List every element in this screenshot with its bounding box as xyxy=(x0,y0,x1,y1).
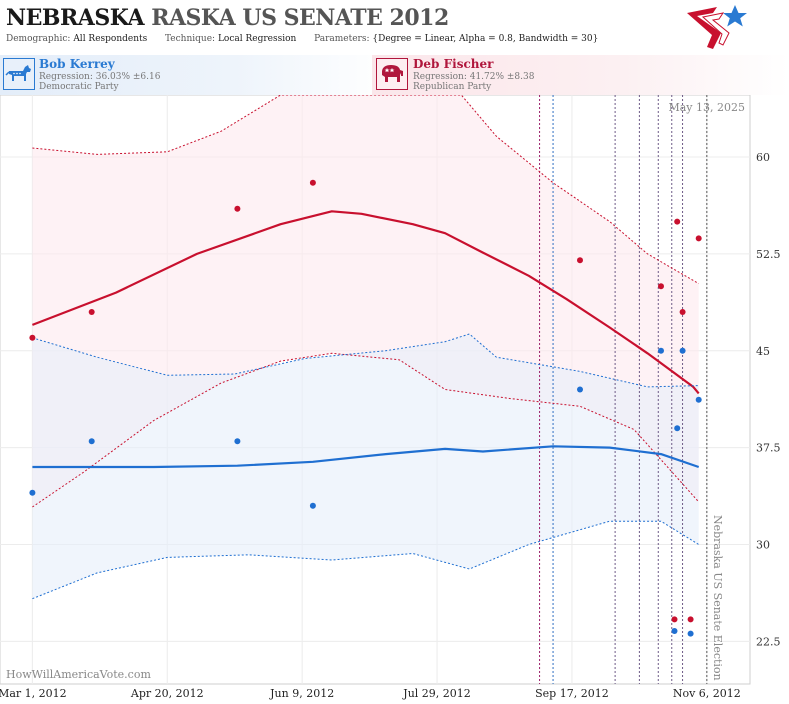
elephant-icon xyxy=(376,58,408,90)
x-tick-label: Nov 6, 2012 xyxy=(673,687,741,700)
technique-value: Local Regression xyxy=(217,34,297,44)
deb-fischer-poll-point xyxy=(695,235,702,242)
deb-fischer-poll-point xyxy=(88,309,95,315)
y-tick-label: 37.5 xyxy=(756,442,781,455)
x-tick-label: Jun 9, 2012 xyxy=(269,687,334,700)
deb-fischer-poll-point xyxy=(309,179,316,186)
bob-kerrey-poll-point xyxy=(309,502,316,509)
demographic-value: All Respondents xyxy=(73,34,148,44)
democrat-band xyxy=(0,55,390,95)
chart-header: NEBRASKA RASKA US SENATE 2012 Demographi… xyxy=(0,0,789,55)
democrat-regression: Regression: 36.03% ±6.16 xyxy=(39,72,161,82)
deb-fischer-poll-point xyxy=(674,218,681,225)
bob-kerrey-poll-point xyxy=(234,438,241,445)
chart-svg: Mar 1, 2012 Apr 20, 2012 Jun 9, 2012 Jul 29… xyxy=(0,95,781,700)
bob-kerrey-poll-point xyxy=(687,630,694,637)
deb-fischer-poll-point xyxy=(671,616,678,623)
site-logo xyxy=(687,5,747,49)
deb-fischer-poll-point xyxy=(679,309,686,315)
republican-party: Republican Party xyxy=(413,82,492,92)
donkey-icon xyxy=(3,58,35,90)
deb-fischer-poll-point xyxy=(234,205,241,212)
republican-regression: Regression: 41.72% ±8.38 xyxy=(413,72,535,82)
y-tick-label: 22.5 xyxy=(756,635,781,648)
deb-fischer-confidence-band xyxy=(32,95,699,507)
title-state: NEBRASKA xyxy=(6,5,145,31)
republican-band xyxy=(372,55,789,95)
y-tick-label: 52.5 xyxy=(756,248,781,261)
deb-fischer-poll-point xyxy=(29,334,36,341)
bob-kerrey-confidence-band xyxy=(32,334,699,599)
bob-kerrey-poll-point xyxy=(29,489,36,496)
y-tick-label: 30 xyxy=(756,539,770,552)
parameters-label: Parameters: xyxy=(314,34,370,44)
republican-name: Deb Fischer xyxy=(413,57,494,71)
deb-fischer-poll-point xyxy=(658,283,664,290)
bob-kerrey-poll-point xyxy=(695,396,702,403)
deb-fischer-poll-point xyxy=(577,257,583,264)
title-race: RASKA US SENATE 2012 xyxy=(151,5,449,31)
x-tick-label: Jul 29, 2012 xyxy=(402,687,471,700)
democrat-party: Democratic Party xyxy=(39,82,119,92)
candidate-bar: Bob Kerrey Regression: 36.03% ±6.16 Demo… xyxy=(0,55,789,95)
bob-kerrey-poll-point xyxy=(88,438,95,445)
deb-fischer-trend-line xyxy=(32,210,700,395)
bob-kerrey-poll-point xyxy=(658,347,664,354)
bob-kerrey-poll-point xyxy=(679,347,686,354)
technique-label: Technique: xyxy=(165,34,216,44)
bob-kerrey-poll-point xyxy=(674,425,681,432)
bob-kerrey-poll-point xyxy=(671,628,678,634)
bob-kerrey-trend-line xyxy=(32,445,700,469)
demographic-label: Demographic: xyxy=(6,34,71,44)
x-tick-label: Apr 20, 2012 xyxy=(130,687,204,700)
parameters-line: Demographic: All Respondents Technique: … xyxy=(6,34,598,44)
y-tick-label: 60 xyxy=(756,151,770,164)
parameters-value: {Degree = Linear, Alpha = 0.8, Bandwidth… xyxy=(372,34,599,44)
y-tick-label: 45 xyxy=(756,345,770,358)
bob-kerrey-lower-bound xyxy=(32,520,699,600)
regression-chart: Mar 1, 2012 Apr 20, 2012 Jun 9, 2012 Jul 29… xyxy=(0,95,789,704)
date-label: May 13, 2025 xyxy=(668,101,745,114)
deb-fischer-poll-point xyxy=(687,616,694,623)
election-label: Nebraska US Senate Election xyxy=(711,515,724,681)
democrat-name: Bob Kerrey xyxy=(39,57,115,71)
x-tick-label: Mar 1, 2012 xyxy=(0,687,67,700)
page-title: NEBRASKA RASKA US SENATE 2012 xyxy=(6,5,449,31)
x-tick-label: Sep 17, 2012 xyxy=(535,687,609,700)
watermark: HowWillAmericaVote.com xyxy=(6,668,151,681)
deb-fischer-lower-bound xyxy=(32,352,700,508)
bob-kerrey-poll-point xyxy=(577,386,583,393)
